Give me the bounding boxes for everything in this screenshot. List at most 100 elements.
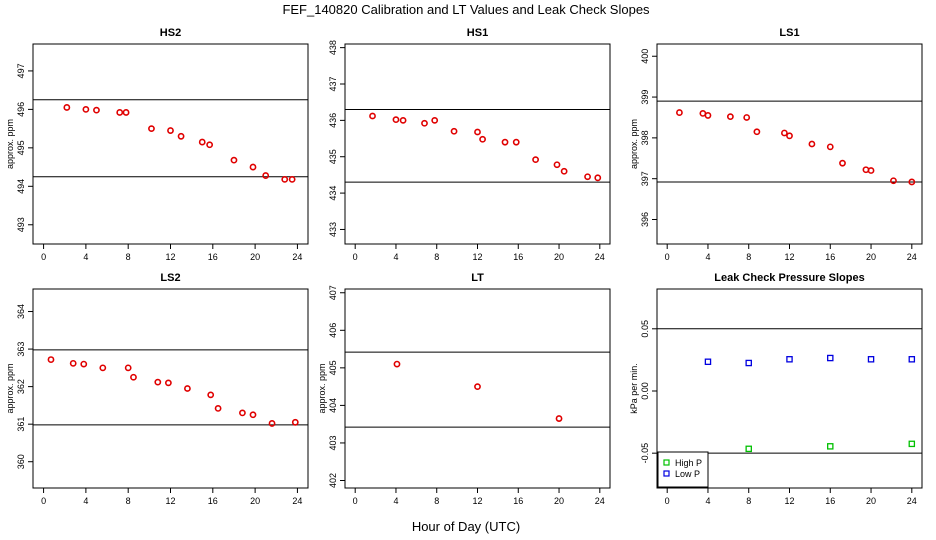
data-point (206, 141, 214, 149)
x-tick-label: 16 (513, 252, 523, 262)
data-point (786, 356, 793, 363)
data-point (399, 116, 407, 124)
y-tick-label: -0.05 (640, 443, 650, 464)
legend-marker (663, 459, 670, 466)
x-tick-label: 4 (83, 496, 88, 506)
data-point (207, 391, 215, 399)
data-point (154, 378, 162, 386)
y-tick-label: 362 (16, 379, 26, 394)
y-tick-label: 436 (328, 113, 338, 128)
data-point (122, 109, 130, 116)
x-tick-label: 8 (126, 496, 131, 506)
data-point (198, 138, 206, 146)
x-tick-label: 20 (866, 252, 876, 262)
y-tick-label: 398 (640, 130, 650, 145)
data-point (726, 113, 734, 121)
data-point (501, 138, 509, 146)
data-point (392, 116, 400, 124)
data-point (867, 167, 875, 174)
data-point (177, 132, 185, 140)
data-point (553, 161, 561, 169)
data-point (268, 420, 276, 427)
x-tick-label: 24 (595, 496, 605, 506)
x-tick-label: 20 (866, 496, 876, 506)
data-point (753, 128, 761, 136)
data-point (69, 359, 77, 367)
x-tick-label: 8 (746, 496, 751, 506)
figure-title: FEF_140820 Calibration and LT Values and… (282, 2, 650, 17)
y-tick-label: 493 (16, 217, 26, 232)
data-point (249, 163, 257, 171)
x-tick-label: 24 (292, 252, 302, 262)
data-point (594, 174, 602, 182)
data-point (421, 119, 428, 127)
y-axis-label: kPa per min. (629, 363, 639, 414)
y-tick-label: 407 (328, 285, 338, 300)
x-tick-label: 16 (208, 252, 218, 262)
data-point (124, 364, 132, 372)
x-tick-label: 4 (393, 496, 398, 506)
legend-marker (663, 470, 670, 477)
x-tick-label: 12 (165, 496, 175, 506)
data-point (393, 360, 401, 368)
panel-title: HS1 (467, 27, 488, 39)
data-point (288, 175, 296, 183)
x-tick-label: 8 (746, 252, 751, 262)
y-tick-label: 361 (16, 417, 26, 432)
y-tick-label: 434 (328, 186, 338, 201)
data-point (908, 178, 916, 186)
data-point (474, 128, 481, 136)
y-tick-label: 360 (16, 454, 26, 469)
x-tick-label: 20 (250, 252, 260, 262)
data-point (262, 172, 270, 179)
data-point (291, 418, 299, 426)
x-tick-label: 20 (554, 496, 564, 506)
chart-panel: HS1 0 4 8 12 16 20 24 433 434 435 436 437 438 (328, 27, 611, 262)
data-point (431, 116, 439, 124)
data-point (781, 129, 788, 137)
x-tick-label: 8 (434, 252, 439, 262)
data-point (827, 443, 834, 450)
x-tick-label: 0 (353, 496, 358, 506)
data-point (281, 175, 289, 183)
data-point (560, 167, 568, 175)
y-tick-label: 406 (328, 323, 338, 338)
y-axis-label: approx. ppm (5, 119, 15, 169)
data-point (474, 383, 481, 391)
y-tick-label: 403 (328, 435, 338, 450)
data-point (743, 114, 751, 121)
x-tick-label: 0 (41, 252, 46, 262)
x-tick-label: 12 (472, 496, 482, 506)
data-point (745, 359, 752, 367)
y-tick-label: 0.05 (640, 320, 650, 338)
panel-title: LT (471, 272, 484, 284)
y-tick-label: 438 (328, 40, 338, 55)
figure-xlabel: Hour of Day (UTC) (412, 519, 520, 534)
x-tick-label: 20 (554, 252, 564, 262)
x-tick-label: 4 (705, 496, 710, 506)
data-point (63, 104, 71, 111)
x-tick-label: 24 (907, 252, 917, 262)
panel-title: LS2 (160, 272, 180, 284)
panel-title: HS2 (160, 27, 181, 39)
y-tick-label: 364 (16, 304, 26, 319)
data-point (745, 445, 752, 453)
x-tick-label: 4 (393, 252, 398, 262)
data-point (827, 354, 834, 362)
data-point (867, 356, 875, 363)
x-tick-label: 0 (665, 252, 670, 262)
y-tick-label: 495 (16, 140, 26, 155)
x-tick-label: 0 (41, 496, 46, 506)
x-tick-label: 20 (250, 496, 260, 506)
data-point (148, 125, 155, 133)
y-tick-label: 404 (328, 398, 338, 413)
x-tick-label: 0 (665, 496, 670, 506)
data-point (93, 106, 100, 114)
data-point (82, 105, 90, 113)
y-tick-label: 0.00 (640, 382, 650, 400)
chart-panel: Leak Check Pressure Slopes kPa per min. 0 4… (629, 272, 923, 506)
x-tick-label: 4 (705, 252, 710, 262)
data-point (908, 440, 916, 448)
